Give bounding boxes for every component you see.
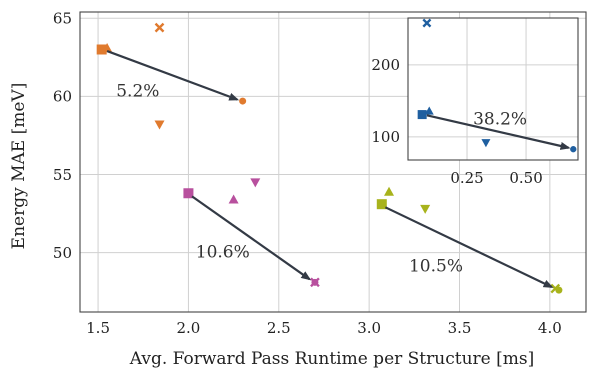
data-point-triangle-up	[424, 106, 434, 115]
data-point-circle	[311, 278, 319, 286]
main-series-0: 5.2%	[96, 22, 247, 130]
main-plot-area: 1.5 2.0 2.5 3.0 3.5 4.0 50 55 60 65 5.2% 10.6% 10.5%	[53, 10, 587, 337]
inset-series-0: 38.2%	[417, 18, 577, 153]
data-point-triangle-down	[250, 178, 261, 188]
inset-x-tick-label: 0.25	[450, 169, 483, 187]
data-point-square	[96, 44, 107, 55]
data-point-circle	[570, 146, 577, 153]
data-point-x	[154, 22, 165, 33]
main-x-tick-label: 1.5	[86, 319, 110, 337]
main-x-tick-label: 2.0	[176, 319, 200, 337]
data-point-square	[183, 188, 194, 199]
main-y-tick-label: 55	[53, 166, 72, 184]
data-point-triangle-up	[384, 186, 395, 196]
improvement-arrow	[384, 206, 554, 288]
main-y-tick-label: 50	[53, 244, 72, 262]
data-point-square	[376, 199, 387, 210]
main-series-1: 10.6%	[183, 178, 320, 288]
y-axis-label: Energy MAE [meV]	[9, 83, 29, 250]
data-point-triangle-down	[420, 204, 431, 214]
improvement-arrow	[106, 50, 240, 101]
main-y-tick-label: 60	[53, 88, 72, 106]
improvement-label: 38.2%	[473, 110, 527, 130]
data-point-triangle-down	[481, 139, 491, 148]
improvement-label: 10.5%	[409, 256, 463, 276]
inset-x-tick-label: 0.50	[509, 169, 542, 187]
data-point-triangle-up	[102, 42, 113, 52]
main-series-2: 10.5%	[376, 186, 563, 294]
improvement-arrow	[191, 195, 312, 281]
data-point-triangle-up	[228, 194, 239, 204]
improvement-label: 10.6%	[196, 242, 250, 262]
data-point-circle	[555, 286, 563, 294]
improvement-label: 5.2%	[116, 81, 159, 101]
inset-plot-area: 0.25 0.50 100 200 38.2%	[371, 17, 579, 187]
main-frame	[79, 11, 587, 313]
inset-frame	[407, 17, 579, 161]
data-point-x	[422, 18, 432, 28]
main-x-tick-label: 4.0	[538, 319, 562, 337]
main-y-tick-label: 65	[53, 10, 72, 28]
improvement-arrow	[426, 114, 571, 150]
main-x-tick-label: 3.5	[448, 319, 472, 337]
data-point-circle	[239, 97, 247, 105]
x-axis-label: Avg. Forward Pass Runtime per Structure …	[129, 349, 534, 369]
inset-y-tick-label: 100	[371, 128, 400, 146]
data-point-triangle-down	[154, 120, 165, 130]
main-x-tick-label: 2.5	[267, 319, 291, 337]
main-x-tick-label: 3.0	[357, 319, 381, 337]
inset-y-tick-label: 200	[371, 56, 400, 74]
data-point-square	[417, 110, 427, 120]
inset-background	[408, 18, 578, 160]
